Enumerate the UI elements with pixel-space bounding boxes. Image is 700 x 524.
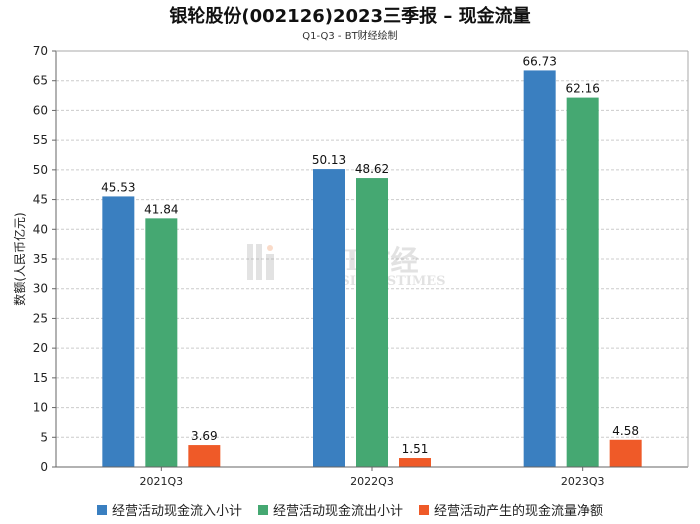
y-tick-label: 40 — [33, 222, 48, 236]
data-label: 50.13 — [312, 153, 346, 167]
legend-swatch — [419, 504, 429, 515]
bar — [566, 97, 599, 467]
legend: 经营活动现金流入小计 经营活动现金流出小计 经营活动产生的现金流量净额 — [0, 500, 700, 519]
x-tick-label: 2023Q3 — [561, 475, 605, 488]
legend-item[interactable]: 经营活动现金流入小计 — [96, 500, 242, 519]
bar-chart: BT财经 BUSINESSTIMES 45.5341.843.6950.1348… — [12, 44, 689, 488]
chart-subtitle: Q1-Q3 - BT财经绘制 — [302, 31, 398, 42]
y-tick-label: 15 — [33, 371, 48, 385]
y-tick-label: 0 — [40, 460, 48, 474]
y-tick-label: 10 — [33, 401, 48, 415]
data-label: 62.16 — [565, 82, 599, 96]
y-tick-label: 70 — [33, 44, 48, 58]
bar — [313, 169, 345, 467]
bar — [102, 196, 135, 468]
y-tick-label: 5 — [40, 430, 48, 444]
legend-item[interactable]: 经营活动现金流出小计 — [257, 500, 403, 519]
y-tick-label: 45 — [33, 193, 48, 207]
legend-swatch — [257, 504, 268, 515]
y-axis-label: 数额(人民币亿元) — [12, 212, 27, 305]
y-tick-label: 20 — [33, 341, 48, 355]
data-label: 3.69 — [191, 429, 218, 443]
y-tick-label: 55 — [33, 133, 48, 147]
y-tick-label: 25 — [33, 311, 48, 325]
y-tick-label: 60 — [33, 103, 48, 117]
bar — [188, 445, 221, 467]
chart-title: 银轮股份(002126)2023三季报 – 现金流量 — [169, 6, 531, 27]
data-label: 1.51 — [402, 442, 429, 456]
legend-label: 经营活动现金流入小计 — [111, 504, 242, 519]
data-label: 48.62 — [355, 162, 389, 176]
bar — [523, 70, 556, 468]
x-tick-label: 2021Q3 — [140, 475, 184, 488]
data-label: 41.84 — [144, 202, 178, 216]
watermark-logo-icon — [247, 244, 274, 280]
y-tick-label: 50 — [33, 163, 48, 177]
legend-swatch — [96, 504, 107, 515]
bar — [609, 439, 642, 467]
bar — [356, 178, 388, 467]
legend-label: 经营活动产生的现金流量净额 — [434, 504, 604, 519]
legend-label: 经营活动现金流出小计 — [272, 504, 403, 519]
data-label: 45.53 — [101, 180, 135, 194]
y-tick-label: 35 — [33, 252, 48, 266]
data-label: 4.58 — [612, 424, 639, 438]
legend-item[interactable]: 经营活动产生的现金流量净额 — [419, 500, 603, 519]
y-tick-label: 65 — [33, 74, 48, 88]
bar — [399, 458, 431, 467]
bar — [145, 218, 178, 467]
y-tick-label: 30 — [33, 282, 48, 296]
data-label: 66.73 — [522, 54, 556, 68]
x-tick-label: 2022Q3 — [350, 475, 394, 488]
